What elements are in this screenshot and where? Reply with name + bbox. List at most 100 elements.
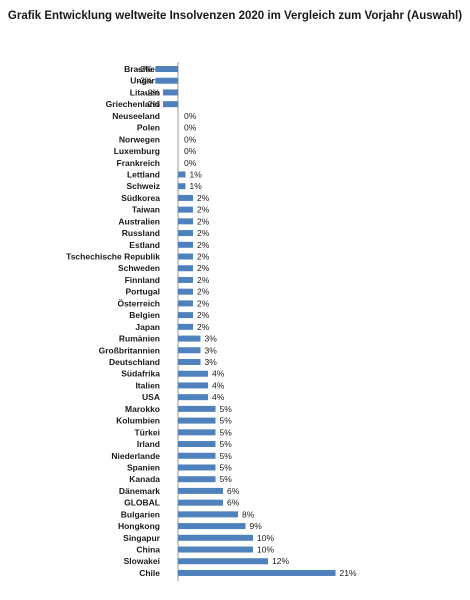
bar-portugal	[178, 288, 193, 295]
value-label-italien: 4%	[212, 380, 225, 390]
category-label-finnland: Finnland	[125, 275, 160, 285]
value-label-usa: 4%	[212, 392, 225, 402]
category-label-slowakei: Slowakei	[124, 556, 160, 566]
category-label-japan: Japan	[135, 322, 160, 332]
bar-global	[178, 499, 223, 506]
bar-spanien	[178, 464, 216, 471]
value-label-bulgarien: 8%	[242, 509, 255, 519]
bar-russland	[178, 230, 193, 237]
bar-schweiz	[178, 183, 186, 190]
value-label-niederlande: 5%	[220, 451, 233, 461]
value-label-frankreich: 0%	[184, 158, 197, 168]
category-label-schweden: Schweden	[118, 263, 160, 273]
value-label-global: 6%	[227, 498, 240, 508]
value-label-litauen: -2%	[145, 87, 161, 97]
value-label-ungarn: -3%	[137, 76, 153, 86]
value-label-deutschland: 3%	[205, 357, 218, 367]
category-label-suedafrika: Südafrika	[121, 369, 160, 379]
category-label-estland: Estland	[129, 240, 160, 250]
category-label-griechenland: Griechenland	[106, 99, 160, 109]
category-label-rumaenien: Rumänien	[119, 334, 160, 344]
value-label-spanien: 5%	[220, 462, 233, 472]
bar-china	[178, 546, 253, 553]
chart-title: Grafik Entwicklung weltweite Insolvenzen…	[7, 10, 463, 22]
category-label-grossbritannien: Großbritannien	[99, 345, 160, 355]
category-label-deutschland: Deutschland	[109, 357, 160, 367]
category-label-polen: Polen	[137, 123, 160, 133]
category-label-schweiz: Schweiz	[126, 181, 160, 191]
bar-belgien	[178, 312, 193, 319]
bar-kanada	[178, 476, 216, 483]
value-label-polen: 0%	[184, 123, 197, 133]
category-label-oesterreich: Österreich	[117, 298, 160, 308]
value-label-tschechische-republik: 2%	[197, 252, 210, 262]
bar-kolumbien	[178, 417, 216, 424]
value-label-singapur: 10%	[257, 533, 274, 543]
value-label-tuerkei: 5%	[220, 427, 233, 437]
value-label-irland: 5%	[220, 439, 233, 449]
value-label-oesterreich: 2%	[197, 298, 210, 308]
category-label-lettland: Lettland	[127, 169, 160, 179]
value-label-hongkong: 9%	[250, 521, 263, 531]
category-label-irland: Irland	[137, 439, 160, 449]
category-label-global: GLOBAL	[124, 498, 160, 508]
bar-brasilien	[155, 66, 178, 72]
category-label-litauen: Litauen	[130, 87, 160, 97]
bar-irland	[178, 441, 216, 448]
category-label-australien: Australien	[118, 216, 160, 226]
bar-ungarn	[155, 77, 178, 84]
category-label-neuseeland: Neuseeland	[112, 111, 160, 121]
value-label-kolumbien: 5%	[220, 416, 233, 426]
bar-taiwan	[178, 206, 193, 213]
bar-schweden	[178, 265, 193, 272]
category-label-italien: Italien	[135, 380, 160, 390]
category-label-ungarn: Ungarn	[130, 76, 160, 86]
value-label-chile: 21%	[340, 568, 357, 578]
bar-australien	[178, 218, 193, 225]
category-label-taiwan: Taiwan	[132, 205, 160, 215]
category-label-tuerkei: Türkei	[134, 427, 160, 437]
bar-finnland	[178, 276, 193, 283]
bar-oesterreich	[178, 300, 193, 307]
category-label-niederlande: Niederlande	[111, 451, 160, 461]
value-label-slowakei: 12%	[272, 556, 289, 566]
bar-grossbritannien	[178, 347, 201, 354]
category-label-china: China	[136, 545, 160, 555]
category-label-portugal: Portugal	[126, 287, 160, 297]
bar-deutschland	[178, 359, 201, 365]
bar-estland	[178, 241, 193, 248]
bar-rumaenien	[178, 335, 201, 342]
value-label-japan: 2%	[197, 322, 210, 332]
category-label-luxemburg: Luxemburg	[114, 146, 160, 156]
category-label-singapur: Singapur	[123, 533, 161, 543]
bar-singapur	[178, 534, 253, 541]
value-label-china: 10%	[257, 545, 274, 555]
category-label-chile: Chile	[139, 568, 160, 578]
bar-slowakei	[178, 558, 268, 565]
bar-italien	[178, 382, 208, 389]
value-label-marokko: 5%	[220, 404, 233, 414]
category-label-tschechische-republik: Tschechische Republik	[66, 252, 160, 262]
category-label-suedkorea: Südkorea	[121, 193, 160, 203]
category-label-kanada: Kanada	[129, 474, 160, 484]
value-label-estland: 2%	[197, 240, 210, 250]
value-label-grossbritannien: 3%	[205, 345, 218, 355]
bar-suedkorea	[178, 194, 193, 201]
bar-litauen	[163, 89, 178, 96]
value-label-portugal: 2%	[197, 287, 210, 297]
bar-tuerkei	[178, 429, 216, 436]
value-label-russland: 2%	[197, 228, 210, 238]
value-label-kanada: 5%	[220, 474, 233, 484]
bar-suedafrika	[178, 370, 208, 377]
value-label-suedafrika: 4%	[212, 369, 225, 379]
bar-lettland	[178, 171, 186, 178]
value-label-brasilien: -3%	[137, 64, 153, 74]
value-label-griechenland: -2%	[145, 99, 161, 109]
value-label-schweiz: 1%	[190, 181, 203, 191]
value-label-suedkorea: 2%	[197, 193, 210, 203]
bar-hongkong	[178, 523, 246, 530]
bar-bulgarien	[178, 511, 238, 518]
category-label-hongkong: Hongkong	[118, 521, 160, 531]
category-label-norwegen: Norwegen	[119, 134, 160, 144]
